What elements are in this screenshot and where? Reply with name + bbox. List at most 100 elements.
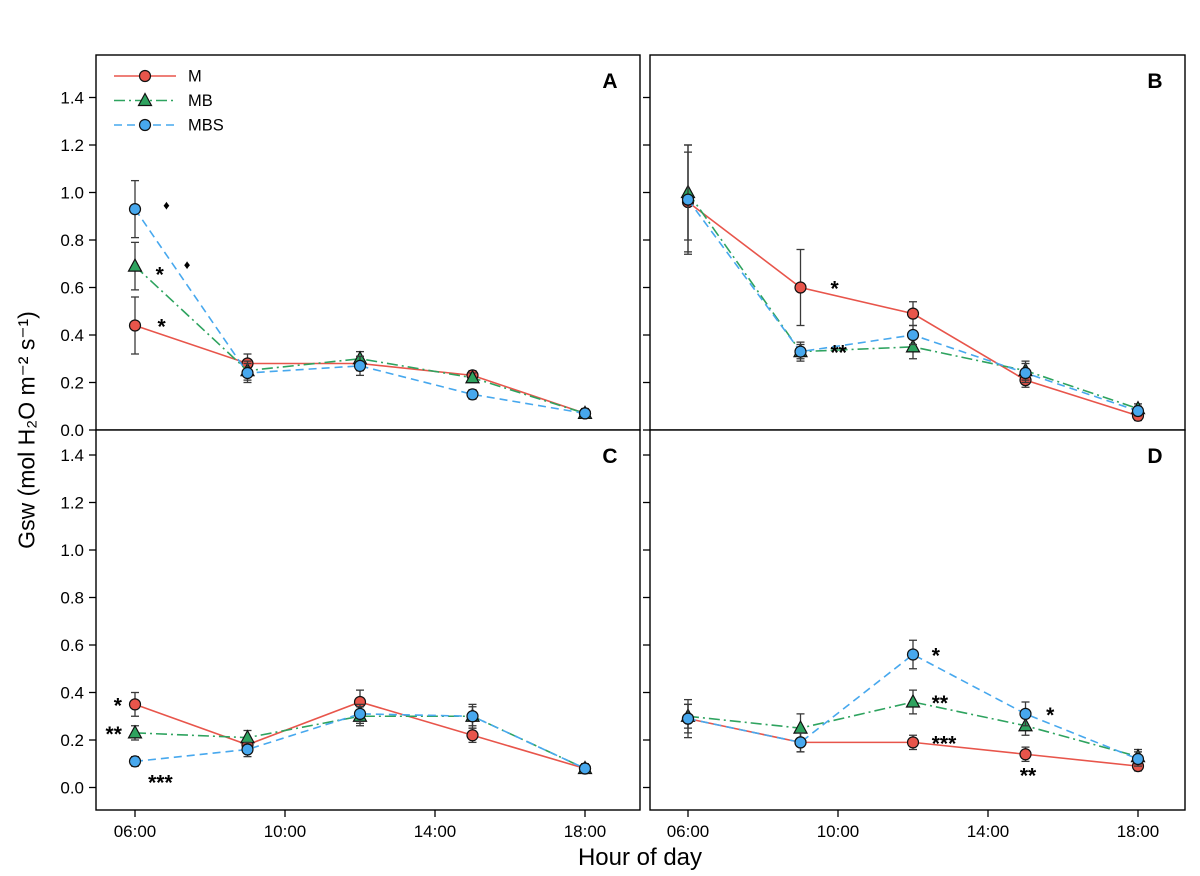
circle-marker	[466, 388, 479, 401]
series-line	[134, 208, 586, 415]
significance-annotation: ***	[148, 772, 173, 795]
circle-marker	[906, 736, 920, 749]
significance-annotation: ♦	[163, 197, 170, 212]
panel-frame	[95, 429, 641, 811]
significance-annotation: ***	[932, 732, 957, 755]
triangle-marker	[464, 369, 481, 384]
significance-annotation: *	[158, 316, 167, 339]
circle-marker	[1019, 748, 1032, 761]
y-tick-label: 1.2	[60, 494, 84, 513]
circle-marker	[578, 762, 592, 775]
significance-annotation: *	[932, 645, 941, 668]
circle-marker	[681, 712, 695, 725]
significance-annotation: *	[1046, 704, 1055, 727]
series-line	[134, 715, 586, 770]
y-tick-label: 0.0	[60, 421, 84, 440]
x-tick-label: 10:00	[817, 822, 860, 841]
x-tick-label: 14:00	[967, 822, 1010, 841]
y-tick-label: 1.0	[60, 541, 84, 560]
significance-annotation: **	[932, 692, 949, 715]
circle-marker	[128, 319, 142, 332]
circle-marker	[1131, 752, 1145, 766]
panel-frame	[649, 54, 1186, 431]
x-tick-label: 10:00	[264, 822, 307, 841]
y-tick-label: 0.4	[60, 326, 84, 345]
panel-d: 06:00 10:00 14:00 18:00*********D	[643, 429, 1186, 841]
significance-annotation: *	[831, 278, 840, 301]
triangle-marker	[127, 724, 143, 739]
circle-marker	[353, 359, 367, 372]
significance-annotation: **	[831, 342, 848, 365]
circle-marker	[138, 118, 152, 132]
y-tick-label: 0.2	[60, 731, 84, 750]
legend-label-mb: MB	[188, 92, 213, 110]
panel-frame	[649, 429, 1186, 811]
y-axis-label: Gsw (mol H₂O m⁻² s⁻¹)	[13, 311, 40, 549]
significance-annotation: *	[114, 694, 123, 717]
x-tick-label: 14:00	[414, 822, 457, 841]
y-tick-label: 1.4	[60, 89, 84, 108]
circle-marker	[1019, 366, 1032, 380]
y-tick-label: 1.2	[60, 136, 84, 155]
circle-marker	[128, 698, 142, 711]
y-tick-label: 0.4	[60, 684, 84, 703]
circle-marker	[138, 69, 152, 83]
panel-label-a: A	[602, 70, 617, 93]
circle-marker	[466, 710, 479, 723]
significance-annotation: ♦	[184, 257, 191, 272]
x-tick-label: 06:00	[667, 822, 710, 841]
panel-label-b: B	[1147, 70, 1162, 93]
panel-label-c: C	[602, 445, 617, 468]
panel-c: 0.0 0.2 0.4 0.6 0.8 1.0 1.2 1.4 06:00 10:00 14:00 1…	[60, 429, 641, 841]
y-tick-label: 0.2	[60, 374, 84, 393]
panel-b: ***B	[643, 54, 1186, 431]
circle-marker	[241, 366, 254, 380]
y-tick-label: 0.8	[60, 589, 84, 608]
series-mbs	[128, 179, 592, 420]
circle-marker	[128, 755, 142, 768]
series-line	[687, 192, 1139, 410]
circle-marker	[794, 281, 807, 294]
circle-marker	[1131, 404, 1145, 418]
significance-annotation: **	[106, 723, 123, 746]
x-tick-label: 06:00	[114, 822, 157, 841]
y-tick-label: 0.6	[60, 279, 84, 298]
legend-label-mbs: MBS	[188, 117, 224, 135]
circle-marker	[241, 743, 254, 756]
series-line	[134, 265, 586, 415]
circle-marker	[906, 307, 920, 320]
panel-a: 0.0 0.2 0.4 0.6 0.8 1.0 1.2 1.4 * * ♦ ♦ A M MB MBS	[60, 54, 641, 440]
circle-marker	[353, 707, 367, 720]
y-tick-label: 0.6	[60, 636, 84, 655]
y-tick-label: 1.0	[60, 184, 84, 203]
circle-marker	[128, 203, 142, 216]
x-tick-label: 18:00	[1117, 822, 1160, 841]
legend-label-m: M	[188, 68, 202, 86]
triangle-marker	[127, 257, 143, 272]
triangle-marker	[137, 92, 153, 107]
series-line	[687, 701, 1139, 758]
triangle-marker	[905, 338, 921, 353]
y-tick-label: 0.0	[60, 779, 84, 798]
series-mbs	[681, 144, 1145, 418]
significance-annotation: *	[156, 263, 165, 286]
triangle-marker	[905, 693, 921, 708]
circle-marker	[794, 345, 807, 358]
circle-marker	[906, 328, 920, 342]
y-tick-label: 1.4	[60, 446, 84, 465]
significance-annotation: **	[1020, 764, 1037, 787]
legend: M MB MBS	[114, 68, 224, 135]
y-tick-label: 0.8	[60, 231, 84, 250]
series-mbs	[128, 703, 592, 775]
circle-marker	[1019, 707, 1032, 720]
x-tick-label: 18:00	[564, 822, 607, 841]
series-mbs	[681, 639, 1145, 767]
circle-marker	[906, 648, 920, 661]
circle-marker	[794, 736, 807, 749]
circle-marker	[681, 193, 695, 206]
circle-marker	[578, 407, 592, 420]
x-axis-label: Hour of day	[577, 844, 703, 871]
circle-marker	[466, 729, 479, 742]
